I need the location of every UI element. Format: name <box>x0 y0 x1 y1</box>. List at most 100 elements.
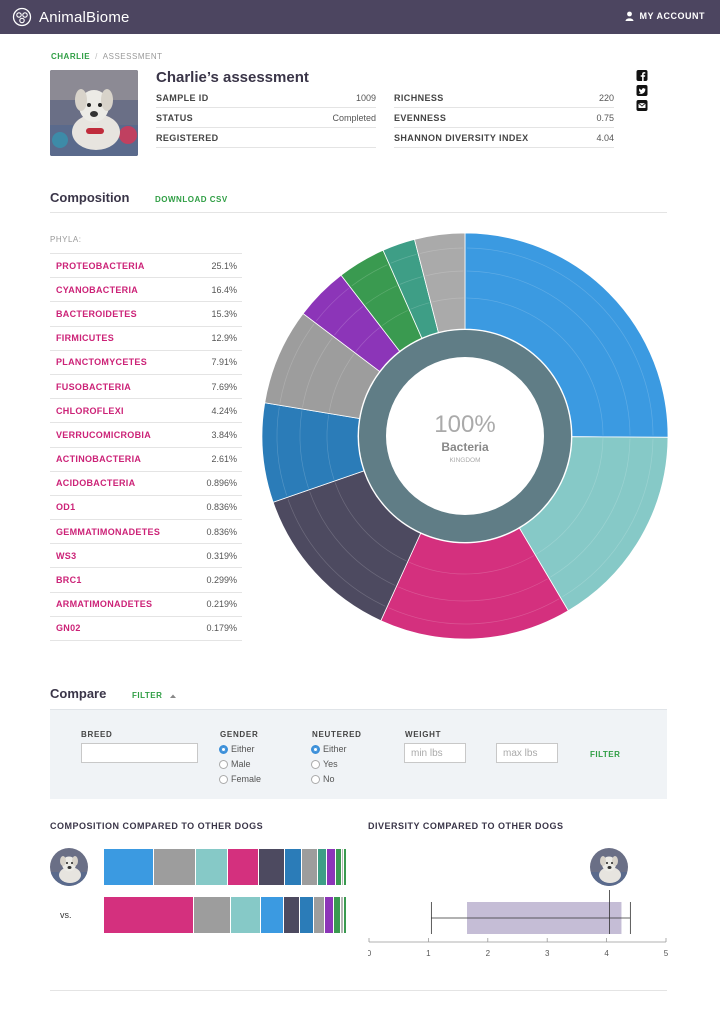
x-tick-label: 0 <box>368 949 372 958</box>
neutered-either-radio[interactable]: Either <box>311 744 347 754</box>
phyla-row[interactable]: FIRMICUTES 12.9% <box>50 327 242 351</box>
composition-bar-segment[interactable] <box>104 897 193 933</box>
gender-female-label: Female <box>231 774 262 784</box>
sunburst-subring <box>351 264 388 287</box>
phyla-row[interactable]: ARMATIMONADETES 0.219% <box>50 593 242 617</box>
gender-male-label: Male <box>231 759 251 769</box>
composition-bar-segment[interactable] <box>231 897 260 933</box>
my-account-link[interactable]: MY ACCOUNT <box>625 11 706 21</box>
phyla-row[interactable]: CHLOROFLEXI 4.24% <box>50 399 242 424</box>
phyla-row[interactable]: BACTEROIDETES 15.3% <box>50 302 242 327</box>
sunburst-slice[interactable] <box>380 527 569 639</box>
breadcrumb-parent[interactable]: CHARLIE <box>51 52 91 61</box>
phyla-name: VERRUCOMICROBIA <box>56 429 152 440</box>
composition-bar-segment[interactable] <box>344 897 346 933</box>
others-composition-bar <box>104 897 347 933</box>
composition-bar-segment[interactable] <box>228 849 259 885</box>
phyla-row[interactable]: CYANOBACTERIA 16.4% <box>50 278 242 303</box>
facebook-icon[interactable] <box>636 70 648 81</box>
phyla-row[interactable]: WS3 0.319% <box>50 544 242 569</box>
composition-bar-segment[interactable] <box>344 849 346 885</box>
phyla-row[interactable]: PLANCTOMYCETES 7.91% <box>50 351 242 375</box>
gender-label: GENDER <box>220 730 259 739</box>
composition-bar-segment[interactable] <box>193 897 231 933</box>
phyla-row[interactable]: GN02 0.179% <box>50 617 242 641</box>
composition-bar-segment[interactable] <box>283 897 300 933</box>
phyla-name: CYANOBACTERIA <box>56 284 139 295</box>
composition-bar-segment[interactable] <box>300 897 313 933</box>
radio-icon <box>311 774 320 784</box>
neutered-yes-label: Yes <box>323 759 338 769</box>
status-row: STATUS Completed <box>156 108 376 128</box>
sunburst-subring <box>334 482 407 562</box>
composition-bar-segment[interactable] <box>259 849 285 885</box>
sunburst-slice[interactable] <box>414 233 466 333</box>
sunburst-subring <box>326 414 335 480</box>
composition-bar-segment[interactable] <box>313 897 325 933</box>
min-weight-input[interactable] <box>404 743 466 763</box>
filter-button[interactable]: FILTER <box>590 750 621 759</box>
sunburst-subring <box>431 297 464 303</box>
email-icon[interactable] <box>636 100 648 111</box>
phyla-percent: 7.69% <box>211 381 237 392</box>
phyla-list: PROTEOBACTERIA 25.1% CYANOBACTERIA 16.4% BAC… <box>50 253 242 641</box>
phyla-name: ARMATIMONADETES <box>56 599 153 610</box>
phyla-row[interactable]: FUSOBACTERIA 7.69% <box>50 375 242 400</box>
composition-sunburst-chart[interactable]: 100% Bacteria KINGDOM <box>262 233 668 639</box>
composition-bar-segment[interactable] <box>335 849 341 885</box>
phyla-percent: 3.84% <box>211 429 237 440</box>
phyla-percent: 16.4% <box>211 284 237 295</box>
gender-female-radio[interactable]: Female <box>219 774 261 784</box>
sunburst-subring <box>425 270 464 277</box>
brand-logo[interactable]: AnimalBiome <box>12 7 130 27</box>
sunburst-subring <box>365 285 398 305</box>
composition-bar-segment[interactable] <box>340 897 344 933</box>
phyla-row[interactable]: ACIDOBACTERIA 0.896% <box>50 472 242 496</box>
phyla-row[interactable]: ACTINOBACTERIA 2.61% <box>50 448 242 472</box>
gender-male-radio[interactable]: Male <box>219 759 251 769</box>
compare-filter-panel: BREED GENDER Either Male Female NEUTERED… <box>50 709 667 799</box>
phyla-row[interactable]: PROTEOBACTERIA 25.1% <box>50 254 242 279</box>
phyla-row[interactable]: VERRUCOMICROBIA 3.84% <box>50 423 242 448</box>
download-csv-link[interactable]: DOWNLOAD CSV <box>155 195 228 204</box>
filter-toggle[interactable]: FILTER <box>132 691 177 700</box>
composition-bar-segment[interactable] <box>327 849 335 885</box>
neutered-no-radio[interactable]: No <box>311 774 335 784</box>
composition-bar-segment[interactable] <box>285 849 301 885</box>
x-tick-label: 4 <box>604 949 609 958</box>
sunburst-slice[interactable] <box>464 233 668 438</box>
max-weight-input[interactable] <box>496 743 558 763</box>
composition-bar-segment[interactable] <box>104 849 154 885</box>
composition-bar-segment[interactable] <box>154 849 196 885</box>
phyla-percent: 4.24% <box>211 405 237 416</box>
center-percent: 100% <box>434 411 495 438</box>
composition-bar-segment[interactable] <box>301 849 317 885</box>
richness-row: RICHNESS 220 <box>394 88 614 108</box>
evenness-value: 0.75 <box>596 112 614 123</box>
phyla-row[interactable]: BRC1 0.299% <box>50 568 242 593</box>
x-tick-label: 1 <box>426 949 431 958</box>
phyla-row[interactable]: OD1 0.836% <box>50 496 242 521</box>
sunburst-subring <box>466 270 631 436</box>
phyla-name: ACIDOBACTERIA <box>56 478 136 489</box>
composition-bar-segment[interactable] <box>341 849 344 885</box>
diversity-compare-title: DIVERSITY COMPARED TO OTHER DOGS <box>368 821 564 831</box>
composition-bar-segment[interactable] <box>317 849 327 885</box>
phyla-name: ACTINOBACTERIA <box>56 454 142 465</box>
phyla-row[interactable]: GEMMATIMONADETES 0.836% <box>50 520 242 545</box>
breed-input[interactable] <box>81 743 198 763</box>
neutered-yes-radio[interactable]: Yes <box>311 759 338 769</box>
twitter-icon[interactable] <box>636 85 648 96</box>
top-bar: AnimalBiome MY ACCOUNT <box>0 0 720 34</box>
sunburst-slice[interactable] <box>518 436 668 612</box>
gender-either-radio[interactable]: Either <box>219 744 255 754</box>
composition-bar-segment[interactable] <box>325 897 333 933</box>
composition-bar-segment[interactable] <box>260 897 283 933</box>
composition-bar-segment[interactable] <box>333 897 340 933</box>
composition-divider <box>50 212 667 213</box>
phyla-name: BRC1 <box>56 575 82 586</box>
composition-bar-segment[interactable] <box>196 849 228 885</box>
sunburst-subring <box>279 323 315 404</box>
radio-icon <box>219 759 228 769</box>
registered-label: REGISTERED <box>156 132 219 143</box>
